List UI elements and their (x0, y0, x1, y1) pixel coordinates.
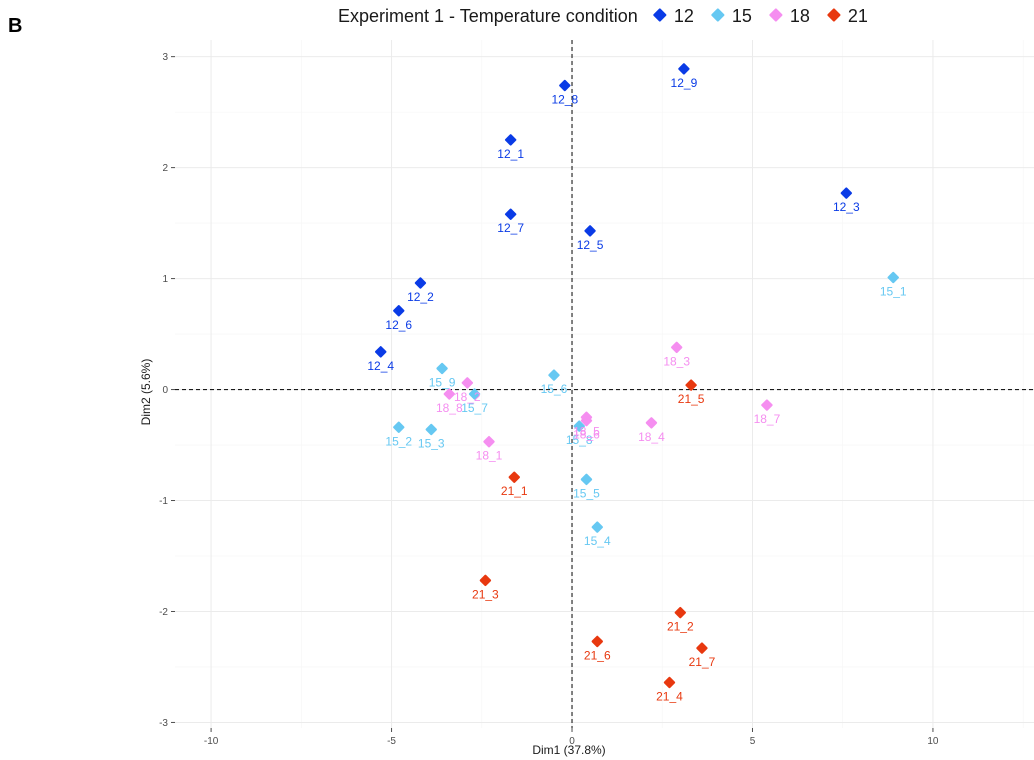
point-label: 12_8 (551, 92, 578, 106)
legend: Experiment 1 - Temperature condition 12 1… (338, 6, 868, 26)
legend-key (769, 8, 783, 22)
point-label: 12_1 (497, 147, 524, 161)
point-label: 21_4 (656, 690, 683, 704)
data-point (580, 473, 593, 486)
legend-key (827, 8, 841, 22)
point-label: 15_5 (573, 486, 600, 500)
y-tick-label: 1 (162, 274, 168, 285)
y-tick-label: -2 (159, 607, 168, 618)
x-tick-label: -10 (204, 736, 219, 747)
data-point (504, 208, 517, 220)
legend-entry-label: 15 (732, 6, 752, 26)
data-point (508, 471, 520, 483)
legend-entry-label: 18 (790, 6, 810, 26)
x-tick-label: 10 (927, 736, 939, 747)
point-label: 21_3 (472, 587, 499, 601)
x-tick-label: -5 (387, 736, 396, 747)
legend-entry-label: 21 (848, 6, 868, 26)
point-label: 15_4 (584, 534, 611, 548)
legend-key (653, 8, 667, 22)
data-point (674, 606, 686, 619)
point-label: 18_8 (436, 401, 463, 415)
point-label: 21_7 (689, 655, 716, 669)
y-tick-label: -3 (159, 718, 168, 729)
point-label: 12_5 (577, 238, 604, 252)
data-point (414, 277, 427, 289)
point-label: 21_5 (678, 392, 705, 406)
y-tick-label: 0 (162, 385, 168, 396)
point-label: 12_9 (671, 76, 698, 90)
point-label: 18_7 (754, 412, 781, 426)
data-point (483, 436, 495, 448)
legend-key (711, 8, 725, 22)
data-point (548, 369, 560, 381)
legend-entry-label: 12 (674, 6, 694, 26)
data-point (840, 187, 853, 199)
data-point (663, 676, 676, 689)
y-tick-label: 3 (162, 52, 168, 63)
y-tick-label: 2 (162, 163, 168, 174)
data-point (761, 399, 773, 411)
data-point (425, 423, 437, 436)
point-label: 15_1 (880, 284, 907, 298)
point-label: 15_7 (461, 401, 488, 415)
data-point (393, 421, 405, 433)
data-point (685, 379, 697, 391)
data-point (591, 635, 603, 648)
panel-label: B (8, 15, 22, 37)
data-point (375, 346, 387, 358)
data-point (436, 362, 448, 375)
x-axis-title: Dim1 (37.8%) (532, 743, 605, 757)
y-axis-title: Dim2 (5.6%) (139, 359, 153, 426)
legend-title: Experiment 1 - Temperature condition (338, 6, 638, 26)
point-label: 15_6 (541, 382, 568, 396)
point-label: 18_3 (663, 354, 690, 368)
point-label: 21_2 (667, 620, 694, 634)
data-point (461, 377, 474, 389)
data-point (393, 305, 405, 317)
point-label: 12_6 (385, 318, 412, 332)
data-point (670, 341, 683, 354)
grid (175, 40, 1034, 728)
data-point (479, 574, 492, 587)
data-point (443, 388, 456, 400)
data-point (696, 642, 708, 654)
point-label: 18_4 (638, 430, 665, 444)
point-label: 18_6 (573, 428, 600, 442)
data-point (887, 271, 899, 284)
y-tick-label: -1 (159, 496, 168, 507)
data-point (504, 134, 517, 146)
point-label: 18_2 (454, 390, 481, 404)
data-point (591, 521, 603, 533)
data-point (645, 417, 658, 429)
point-label: 18_1 (476, 449, 503, 463)
data-point (468, 388, 481, 400)
point-label: 21_1 (501, 484, 528, 498)
reference-lines (175, 40, 1034, 728)
point-label: 12_4 (367, 359, 394, 373)
data-point (584, 225, 596, 237)
point-label: 18_5 (573, 424, 600, 438)
x-tick-label: 5 (750, 736, 756, 747)
data-point (580, 414, 593, 427)
data-point (573, 420, 585, 432)
point-label: 15_2 (385, 434, 412, 448)
point-label: 15_8 (566, 433, 593, 447)
data-points (375, 63, 899, 689)
data-point (559, 79, 571, 92)
point-labels: 12_1 12_2 12_3 12_4 12_5 12_6 12_7 12_8 12_9 15_1… (367, 76, 907, 704)
data-point (678, 63, 690, 75)
point-label: 15_9 (429, 375, 456, 389)
point-label: 12_7 (497, 221, 524, 235)
point-label: 12_2 (407, 290, 434, 304)
x-tick-label: 0 (569, 736, 575, 747)
point-label: 21_6 (584, 648, 611, 662)
point-label: 12_3 (833, 200, 860, 214)
point-label: 15_3 (418, 436, 445, 450)
